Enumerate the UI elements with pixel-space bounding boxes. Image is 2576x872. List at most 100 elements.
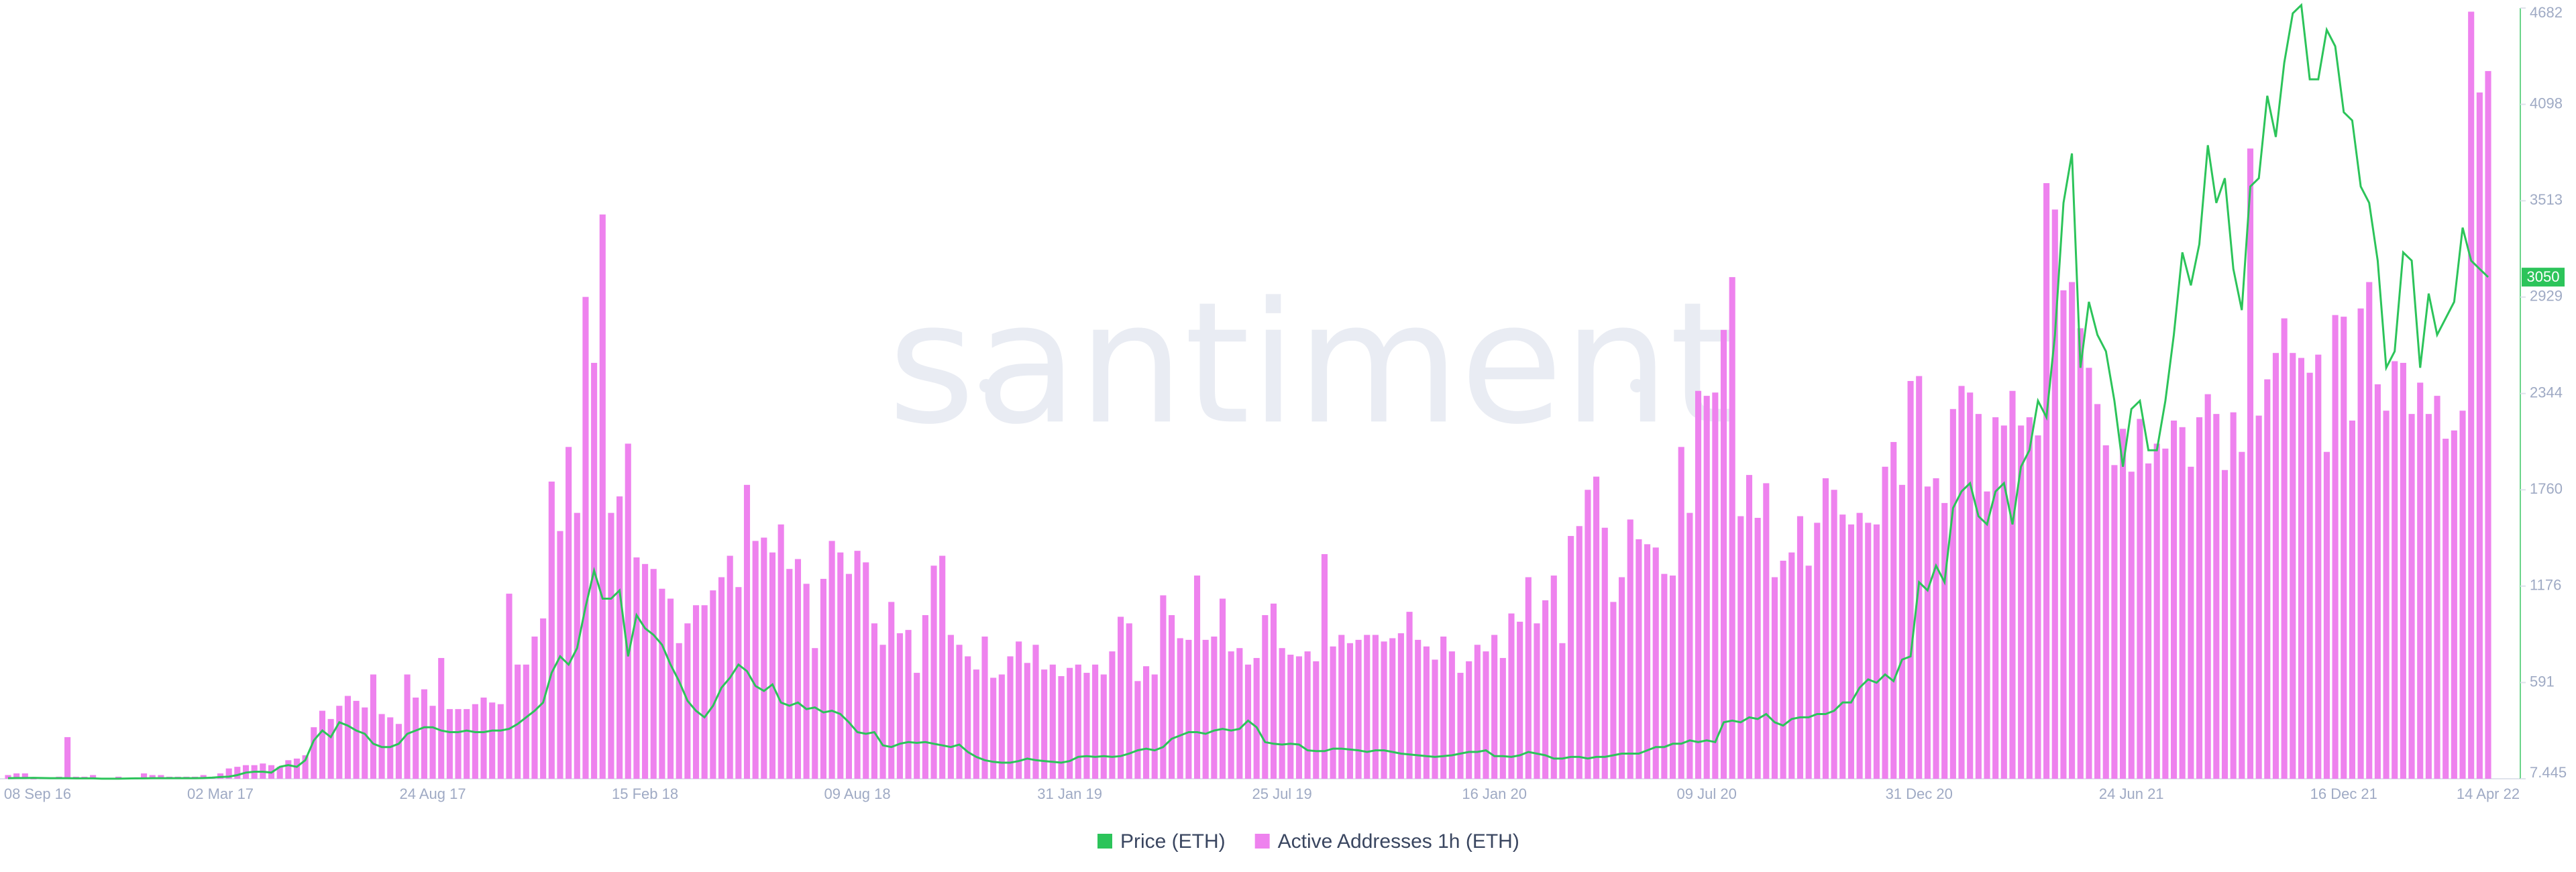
bar — [302, 755, 309, 779]
x-tick-label: 24 Jun 21 — [2099, 785, 2164, 802]
bar — [1856, 512, 1863, 779]
bar — [803, 584, 810, 779]
bar — [1873, 524, 1880, 779]
bar — [336, 706, 343, 779]
bar — [914, 673, 920, 779]
bar — [2383, 411, 2390, 779]
bar — [1160, 595, 1167, 779]
bar — [1389, 638, 1396, 779]
x-tick-label: 08 Sep 16 — [4, 785, 71, 802]
bar — [2128, 472, 2135, 779]
bar — [515, 664, 521, 779]
bar — [480, 697, 487, 779]
bar — [1924, 486, 1931, 779]
bar — [1882, 466, 1888, 779]
bar — [1415, 639, 1421, 779]
y-tick-label: 1176 — [2530, 577, 2561, 594]
legend-label[interactable]: Price (ETH) — [1120, 830, 1226, 853]
bar — [1304, 651, 1311, 779]
bar — [2247, 148, 2254, 779]
bar — [1118, 616, 1124, 779]
bar — [1067, 667, 1073, 779]
bar — [523, 664, 529, 779]
last-value-label: 3050 — [2527, 268, 2560, 285]
bar — [2332, 315, 2339, 779]
bar — [1814, 523, 1821, 779]
bar — [1279, 648, 1285, 779]
bar — [1610, 602, 1617, 779]
bar — [599, 214, 606, 779]
legend-swatch[interactable] — [1254, 834, 1270, 849]
bar — [1253, 657, 1260, 779]
bar — [2137, 419, 2143, 779]
bar — [608, 512, 614, 779]
bar — [2323, 451, 2330, 779]
bar — [854, 551, 861, 779]
bar — [1193, 576, 1201, 779]
bar — [2094, 404, 2101, 779]
bar — [1126, 623, 1132, 779]
bar — [395, 724, 402, 779]
bar — [1041, 669, 1048, 779]
bar — [1321, 554, 1328, 779]
bar — [2476, 92, 2483, 779]
bar — [1585, 490, 1591, 779]
bar — [1483, 651, 1489, 779]
bar — [2035, 435, 2041, 779]
bar — [2196, 417, 2203, 779]
bar — [1185, 639, 1192, 779]
bar — [965, 656, 971, 779]
bar — [642, 563, 649, 779]
bar — [2290, 353, 2296, 779]
x-tick-label: 25 Jul 19 — [1252, 785, 1311, 802]
bar — [1907, 380, 1914, 779]
watermark-dot — [1630, 379, 1644, 392]
bar — [633, 557, 640, 779]
bar — [1754, 518, 1761, 779]
bar — [2009, 390, 2016, 779]
bar — [1092, 664, 1099, 779]
bar — [311, 727, 317, 779]
x-tick-label: 15 Feb 18 — [612, 785, 678, 802]
x-tick-label: 09 Jul 20 — [1677, 785, 1737, 802]
bar — [879, 645, 886, 779]
bar — [1559, 643, 1566, 779]
bar — [2188, 466, 2194, 779]
bar — [1372, 635, 1379, 779]
bar — [464, 709, 470, 779]
bar — [1695, 390, 1702, 779]
y-tick-label: 3513 — [2530, 191, 2563, 208]
bar — [1134, 681, 1141, 779]
bar — [973, 669, 979, 779]
bar — [1313, 661, 1320, 779]
bar — [2204, 394, 2211, 779]
x-tick-label: 31 Jan 19 — [1037, 785, 1102, 802]
bar — [786, 569, 793, 779]
x-tick-label: 16 Jan 20 — [1462, 785, 1527, 802]
bar — [158, 775, 164, 779]
legend-label[interactable]: Active Addresses 1h (ETH) — [1278, 830, 1519, 853]
bar — [2018, 425, 2025, 779]
bar — [1847, 524, 1854, 779]
bar — [1083, 673, 1090, 779]
bar — [922, 615, 928, 779]
bar — [812, 648, 818, 779]
bar — [1984, 491, 1990, 779]
bar — [1466, 661, 1472, 779]
bar — [1423, 646, 1430, 779]
bar — [1499, 657, 1506, 779]
bar — [531, 636, 538, 779]
bar — [659, 588, 665, 779]
bar — [404, 674, 411, 779]
bar — [1788, 552, 1795, 779]
bar — [1737, 516, 1744, 779]
x-tick-label: 24 Aug 17 — [399, 785, 466, 802]
bar — [1703, 396, 1710, 779]
bar — [1007, 656, 1014, 779]
bar — [200, 775, 207, 779]
bar — [2026, 417, 2033, 779]
legend-swatch[interactable] — [1097, 834, 1112, 849]
bar — [13, 773, 20, 779]
bar — [905, 630, 912, 779]
